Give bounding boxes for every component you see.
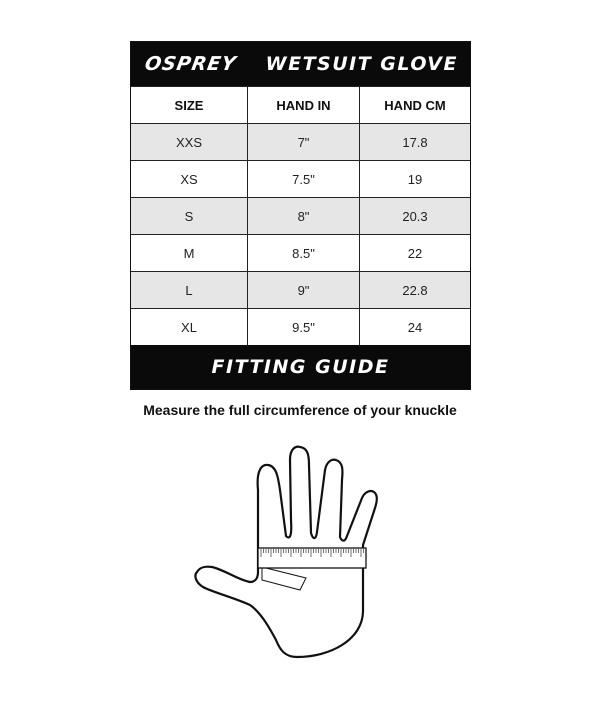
hand-cm-cell: 22: [407, 245, 423, 261]
column-header: SIZE: [131, 87, 248, 123]
table-row: S 8" 20.3: [131, 197, 470, 234]
table-header-bar: OSPREY WETSUIT GLOVE: [131, 42, 470, 86]
hand-in-cell: 8.5": [248, 235, 360, 271]
size-cell: M: [131, 235, 248, 271]
size-cell: XL: [131, 309, 248, 345]
size-cell: S: [131, 198, 248, 234]
table-row: XL 9.5" 24: [131, 308, 470, 345]
hand-cm-cell: 20.3: [402, 208, 428, 224]
hand-in-cell: 9": [248, 272, 360, 308]
hand-in-cell: 7": [248, 124, 360, 160]
size-chart-table: OSPREY WETSUIT GLOVE SIZE HAND IN HAND C…: [130, 41, 471, 390]
hand-cm-cell: 22.8: [402, 282, 428, 298]
hand-in-cell: 8": [248, 198, 360, 234]
table-row: L 9" 22.8: [131, 271, 470, 308]
hand-cm-cell: 19: [407, 171, 423, 187]
column-header: HAND CM: [384, 97, 446, 113]
table-row: XXS 7" 17.8: [131, 123, 470, 160]
column-header: HAND IN: [248, 87, 360, 123]
fitting-guide-banner: FITTING GUIDE: [131, 345, 470, 389]
size-cell: L: [131, 272, 248, 308]
table-row: XS 7.5" 19: [131, 160, 470, 197]
hand-cm-cell: 24: [407, 319, 423, 335]
size-cell: XS: [131, 161, 248, 197]
column-header-row: SIZE HAND IN HAND CM: [131, 86, 470, 123]
measuring-tape-icon: [257, 547, 367, 591]
hand-outline-icon: [194, 445, 378, 659]
chart-title: WETSUIT GLOVE: [265, 53, 458, 75]
hand-in-cell: 7.5": [248, 161, 360, 197]
table-row: M 8.5" 22: [131, 234, 470, 271]
size-cell: XXS: [131, 124, 248, 160]
hand-cm-cell: 17.8: [402, 134, 428, 150]
measure-instruction: Measure the full circumference of your k…: [143, 402, 457, 418]
hand-in-cell: 9.5": [248, 309, 360, 345]
